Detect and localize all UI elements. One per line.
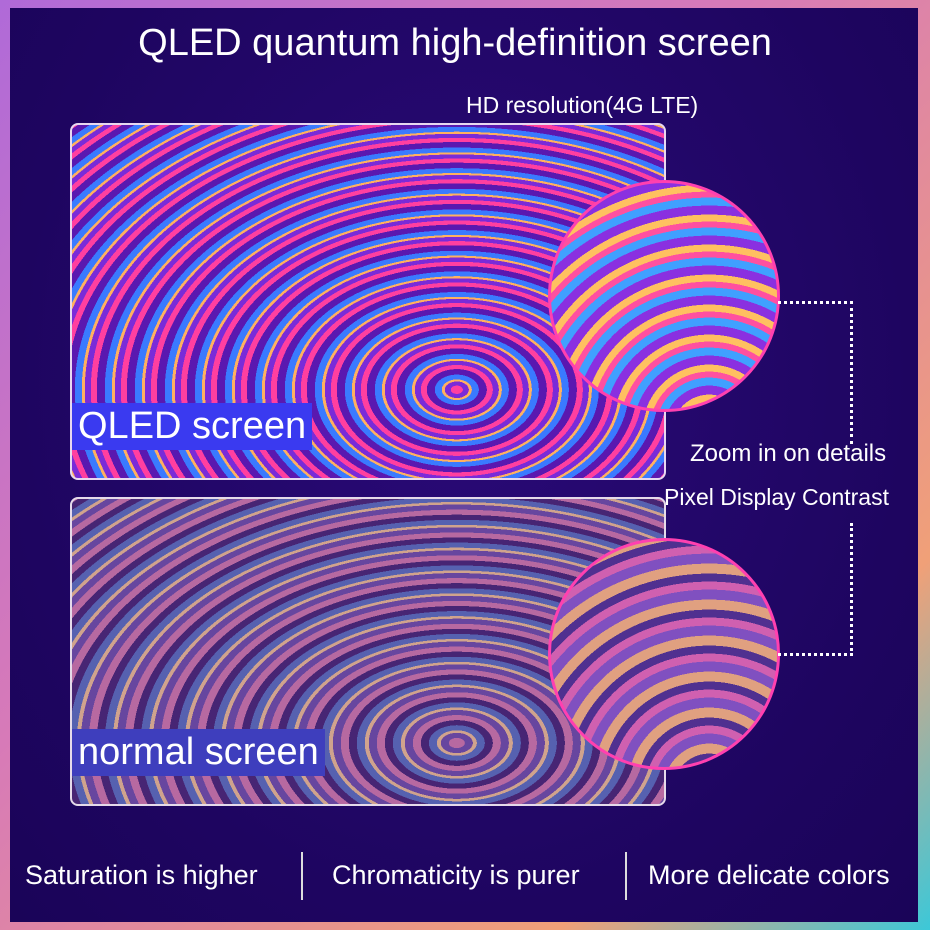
feature-saturation: Saturation is higher [25,860,258,890]
feature-chromaticity: Chromaticity is purer [332,860,580,890]
dotted-connector-bottom [778,523,853,656]
dotted-connector-top [778,301,853,444]
normal-screen-label: normal screen [72,729,325,776]
zoom-caption: Zoom in on details [690,440,887,467]
banner-frame: QLED quantum high-definition screen HD r… [10,8,918,922]
qled-zoom-circle [548,180,780,412]
divider [301,852,303,900]
feature-colors: More delicate colors [648,860,890,890]
subtitle: HD resolution(4G LTE) [466,92,699,118]
qled-screen-label: QLED screen [72,403,313,450]
normal-zoom-circle [548,538,780,770]
pixel-caption: Pixel Display Contrast [664,484,889,510]
headline: QLED quantum high-definition screen [138,22,772,64]
divider [625,852,627,900]
